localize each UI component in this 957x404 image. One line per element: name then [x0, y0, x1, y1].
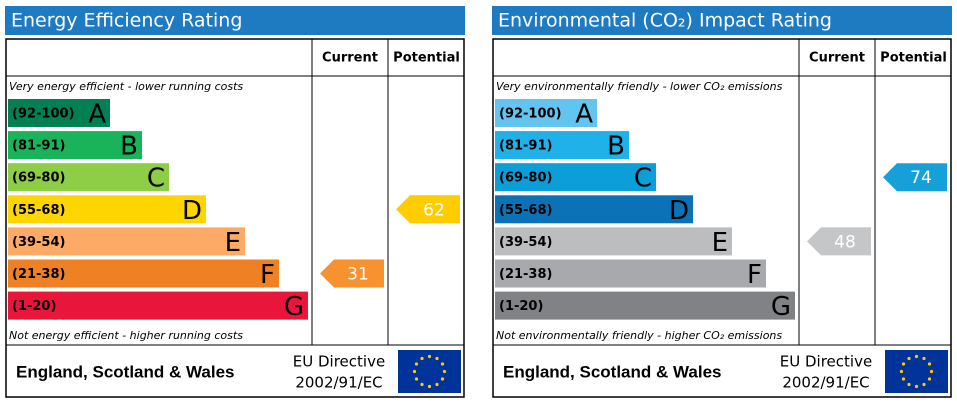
band-range: (39-54) [12, 235, 65, 250]
band-letter: C [634, 164, 652, 194]
band-range: (1-20) [499, 299, 543, 314]
band-range: (55-68) [499, 203, 552, 218]
rating-band [8, 131, 142, 160]
band-letter: E [712, 228, 728, 258]
eu-star [420, 356, 424, 361]
band-range: (92-100) [12, 107, 75, 122]
band-range: (21-38) [12, 267, 65, 282]
title-bar [5, 6, 465, 35]
rating-band [8, 227, 245, 256]
top-note: Very environmentally friendly - lower CO… [496, 80, 783, 93]
band-range: (92-100) [499, 107, 562, 122]
rating-band [495, 99, 597, 127]
band-range: (1-20) [12, 299, 56, 314]
band-letter: G [771, 292, 791, 322]
eu-star [914, 354, 919, 359]
band-letter: A [88, 100, 106, 130]
eu-star [414, 362, 419, 366]
rating-band [495, 227, 732, 256]
band-range: (21-38) [499, 267, 552, 282]
top-note: Very energy efficient - lower running co… [9, 80, 243, 93]
footer-region: England, Scotland & Wales [503, 362, 722, 381]
rating-panel: Environmental (CO₂) Impact Rating Current… [492, 6, 952, 398]
eu-star [420, 382, 424, 387]
eu-star [901, 377, 906, 381]
rating-value: 62 [423, 200, 445, 220]
eu-star [914, 384, 919, 389]
rating-band [8, 195, 206, 224]
rating-band [8, 291, 308, 320]
eu-star [414, 377, 419, 381]
eu-star [435, 356, 439, 361]
panel-title: Energy Efficiency Rating [11, 10, 242, 32]
eu-star [435, 382, 439, 387]
eu-star [907, 356, 911, 361]
band-letter: E [225, 228, 241, 258]
band-range: (39-54) [499, 235, 552, 250]
band-letter: F [747, 260, 762, 290]
footer-directive: EU Directive [780, 353, 872, 371]
rating-band [8, 259, 279, 288]
band-letter: G [284, 292, 304, 322]
eu-star [927, 362, 932, 366]
rating-arrow [807, 227, 871, 256]
rating-band [495, 163, 656, 192]
footer-directive: 2002/91/EC [782, 374, 869, 392]
band-range: (69-80) [499, 171, 552, 186]
eu-star [427, 354, 432, 359]
footer-region: England, Scotland & Wales [16, 362, 235, 381]
eu-star [440, 377, 445, 381]
rating-band [8, 99, 110, 127]
rating-panel: Energy Efficiency Rating Current Potential… [5, 6, 465, 398]
eu-star [907, 382, 911, 387]
column-header: Potential [880, 51, 947, 66]
band-letter: B [607, 132, 625, 162]
bottom-note: Not environmentally friendly - higher CO… [496, 329, 782, 342]
rating-band [495, 131, 629, 160]
column-header: Current [809, 51, 865, 66]
footer-directive: 2002/91/EC [295, 374, 382, 392]
column-header: Current [322, 51, 378, 66]
eu-star [922, 382, 926, 387]
band-letter: D [182, 196, 202, 226]
band-letter: A [575, 100, 593, 130]
eu-star [901, 362, 906, 366]
rating-band [495, 259, 766, 288]
band-range: (69-80) [12, 171, 65, 186]
frame [5, 38, 465, 398]
eu-star [927, 377, 932, 381]
column-header: Potential [393, 51, 460, 66]
panel-title: Environmental (CO₂) Impact Rating [498, 10, 832, 32]
rating-value: 31 [347, 265, 369, 285]
band-letter: D [669, 196, 689, 226]
rating-value: 48 [834, 232, 856, 252]
rating-arrow [883, 163, 947, 192]
title-bar [492, 6, 952, 35]
eu-star [929, 369, 934, 374]
eu-star [899, 369, 904, 374]
eu-star [922, 356, 926, 361]
rating-arrow [320, 259, 384, 288]
band-range: (81-91) [12, 139, 65, 154]
eu-star [412, 369, 417, 374]
bottom-note: Not energy efficient - higher running co… [9, 329, 243, 342]
rating-band [8, 163, 169, 192]
band-letter: B [120, 132, 138, 162]
rating-band [495, 195, 693, 224]
footer-directive: EU Directive [293, 353, 385, 371]
frame [492, 38, 952, 398]
eu-star [440, 362, 445, 366]
band-range: (55-68) [12, 203, 65, 218]
rating-band [495, 291, 795, 320]
eu-star [442, 369, 447, 374]
band-letter: C [147, 164, 165, 194]
rating-value: 74 [910, 168, 932, 188]
eu-star [427, 384, 432, 389]
band-letter: F [260, 260, 275, 290]
band-range: (81-91) [499, 139, 552, 154]
rating-arrow [396, 195, 460, 224]
